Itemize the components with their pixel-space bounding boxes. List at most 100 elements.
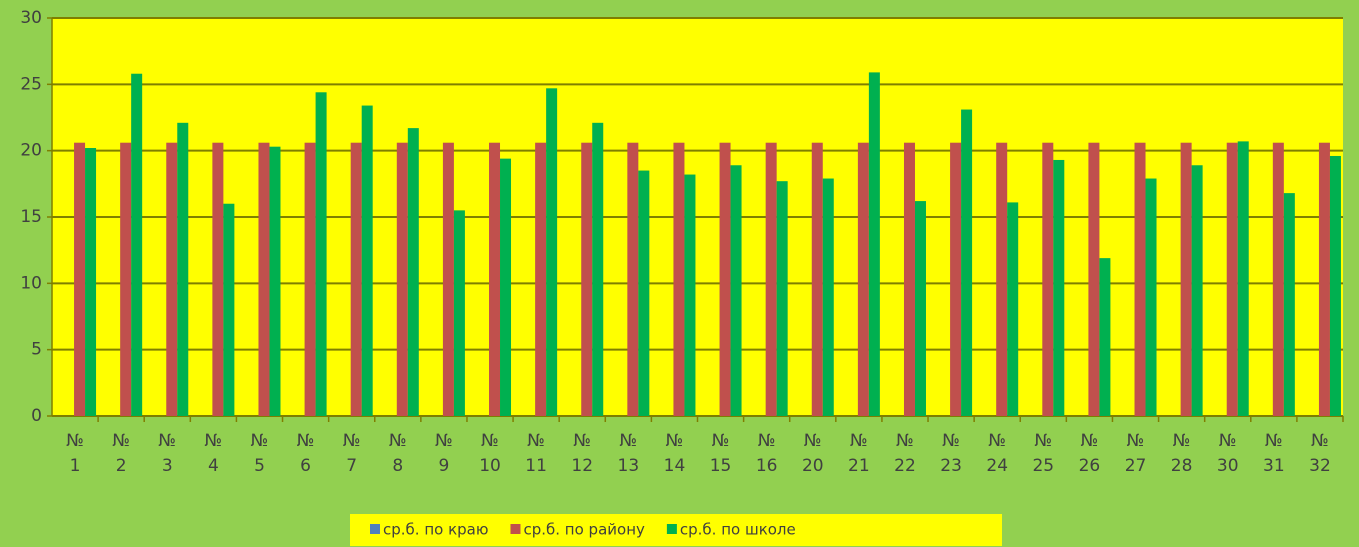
x-tick-label-line: № [66, 431, 84, 451]
x-tick-label-line: № [297, 431, 315, 451]
x-tick-label: № 2 [112, 431, 130, 476]
bar [304, 142, 316, 416]
bar [131, 73, 143, 416]
y-tick-label: 20 [20, 141, 42, 161]
bar [1226, 142, 1238, 416]
x-tick-label-line: 12 [571, 456, 593, 476]
bar [1237, 141, 1249, 416]
x-tick-label: № 15 [710, 431, 732, 476]
bar [361, 105, 373, 416]
bar [765, 142, 777, 416]
x-tick-label-line: № [988, 431, 1006, 451]
x-tick-label-line: № [1034, 431, 1052, 451]
x-tick-label-line: № [573, 431, 591, 451]
x-tick-label-line: 23 [940, 456, 962, 476]
x-tick-label-line: № [251, 431, 269, 451]
bar [407, 128, 419, 416]
bar [950, 142, 962, 416]
y-tick-label: 0 [31, 406, 42, 426]
x-tick-label: № 23 [940, 431, 962, 476]
legend-label: ср.б. по краю [383, 521, 488, 539]
x-tick-label: № 8 [389, 431, 407, 476]
x-tick-label-line: № [158, 431, 176, 451]
bar [489, 142, 501, 416]
x-tick-label-line: № [712, 431, 730, 451]
bar [350, 142, 362, 416]
bar [1191, 165, 1203, 416]
bar [730, 165, 742, 416]
bar [315, 92, 327, 416]
x-tick-label-line: № [389, 431, 407, 451]
bar [1145, 178, 1157, 416]
bar [822, 178, 834, 416]
bar [223, 203, 235, 416]
legend-label: ср.б. по району [523, 521, 645, 539]
bar [396, 142, 408, 416]
bar [638, 170, 650, 416]
x-tick-label: № 13 [618, 431, 640, 476]
bar [74, 142, 86, 416]
y-tick-label: 5 [31, 340, 42, 360]
x-tick-label: № 31 [1263, 431, 1285, 476]
y-tick-label: 30 [20, 8, 42, 28]
x-tick-label: № 1 [66, 431, 84, 476]
bar [1318, 142, 1330, 416]
x-tick-label: № 7 [343, 431, 361, 476]
y-tick-label: 15 [20, 207, 42, 227]
bar [1007, 202, 1019, 416]
x-tick-label-line: 21 [848, 456, 870, 476]
bar [811, 142, 823, 416]
x-tick-label: № 16 [756, 431, 778, 476]
x-tick-label: № 3 [158, 431, 176, 476]
x-tick-label: № 11 [525, 431, 547, 476]
y-tick-label: 10 [20, 273, 42, 293]
bar [1272, 142, 1284, 416]
legend-label: ср.б. по школе [680, 521, 796, 539]
x-tick-label-line: № [1173, 431, 1191, 451]
x-tick-label-line: 25 [1032, 456, 1054, 476]
x-tick-label-line: № [435, 431, 453, 451]
x-tick-label-line: № [942, 431, 960, 451]
x-tick-label-line: 14 [664, 456, 686, 476]
x-tick-label-line: 24 [986, 456, 1008, 476]
bar [166, 142, 178, 416]
x-tick-label-line: 7 [346, 456, 357, 476]
x-tick-label-line: 2 [116, 456, 127, 476]
x-tick-label-line: № [481, 431, 499, 451]
bar [1099, 258, 1111, 416]
bar [442, 142, 454, 416]
x-tick-label-line: 4 [208, 456, 219, 476]
x-tick-label-line: 6 [300, 456, 311, 476]
bar [719, 142, 731, 416]
bar [535, 142, 547, 416]
x-tick-label-line: № [850, 431, 868, 451]
x-tick-label-line: № [619, 431, 637, 451]
x-tick-label: № 4 [205, 431, 223, 476]
bar [258, 142, 270, 416]
x-tick-label: № 32 [1309, 431, 1331, 476]
legend: ср.б. по краю ср.б. по району ср.б. по шко… [350, 514, 1002, 546]
bar [453, 210, 465, 416]
x-tick-label-line: № [896, 431, 914, 451]
bar [1329, 155, 1341, 416]
bar [177, 122, 189, 416]
bar [546, 88, 558, 417]
legend-swatch [510, 524, 521, 534]
x-tick-label-line: 30 [1217, 456, 1239, 476]
x-tick-label: № 12 [571, 431, 593, 476]
y-tick-label: 25 [20, 74, 42, 94]
bar [1283, 193, 1295, 416]
bar [1180, 142, 1192, 416]
x-tick-label-line: 1 [70, 456, 81, 476]
bar [914, 201, 926, 416]
x-tick-label-line: 16 [756, 456, 778, 476]
bar [269, 146, 281, 417]
bar [581, 142, 593, 416]
x-tick-label: № 30 [1217, 431, 1239, 476]
x-tick-label: № 27 [1125, 431, 1147, 476]
bar [868, 72, 880, 416]
bar [85, 148, 97, 416]
x-tick-label: № 28 [1171, 431, 1193, 476]
bar [857, 142, 869, 416]
